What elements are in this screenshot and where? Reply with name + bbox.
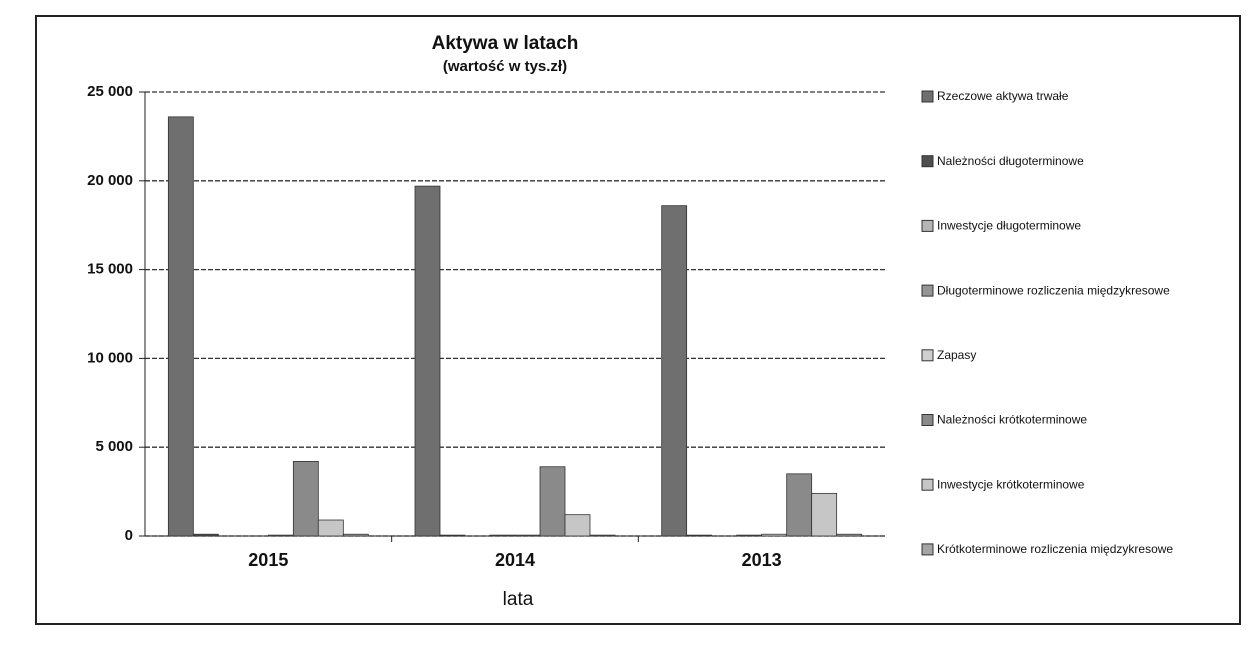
bar: [439, 534, 466, 537]
bar: [317, 519, 344, 537]
bar: [736, 534, 763, 537]
bar: [761, 533, 788, 537]
frame: [35, 15, 1241, 625]
bar: [192, 533, 219, 537]
bar: [342, 533, 369, 537]
bar: [686, 534, 713, 537]
legend-swatch: [921, 543, 934, 556]
legend-label: Należności długoterminowe: [937, 154, 1084, 168]
y-tick-label: 0: [125, 527, 133, 544]
chart-title: Aktywa w latach: [432, 33, 579, 54]
bar: [267, 534, 294, 537]
bar: [786, 473, 813, 537]
x-axis-label: lata: [503, 589, 534, 610]
legend-label: Należności krótkoterminowe: [937, 413, 1087, 427]
legend-swatch: [921, 478, 934, 491]
legend-swatch: [921, 284, 934, 297]
bar: [661, 205, 688, 537]
bar: [292, 461, 319, 537]
bar: [489, 534, 516, 537]
y-tick-label: 10 000: [87, 349, 133, 366]
bar: [414, 185, 441, 537]
y-tick-label: 20 000: [87, 172, 133, 189]
x-tick-label: 2015: [248, 550, 288, 570]
y-tick-label: 15 000: [87, 261, 133, 278]
bar: [564, 514, 591, 537]
y-tick-label: 25 000: [87, 83, 133, 100]
x-tick-label: 2014: [495, 550, 535, 570]
legend-label: Inwestycje długoterminowe: [937, 219, 1081, 233]
bar: [836, 533, 863, 537]
chart-subtitle: (wartość w tys.zł): [443, 58, 567, 75]
x-tick-label: 2013: [742, 550, 782, 570]
legend-swatch: [921, 349, 934, 362]
legend-label: Krótkoterminowe rozliczenia międzykresow…: [937, 542, 1173, 556]
bar: [539, 466, 566, 537]
legend-swatch: [921, 155, 934, 168]
bar: [514, 534, 541, 537]
bar: [811, 492, 838, 537]
legend-label: Zapasy: [937, 348, 976, 362]
legend-swatch: [921, 219, 934, 232]
y-tick-label: 5 000: [95, 438, 133, 455]
bar: [167, 116, 194, 537]
legend-label: Rzeczowe aktywa trwałe: [937, 89, 1069, 103]
legend-swatch: [921, 90, 934, 103]
legend-swatch: [921, 414, 934, 426]
legend-label: Inwestycje krótkoterminowe: [937, 477, 1085, 491]
legend-label: Długoterminowe rozliczenia międzykresowe: [937, 283, 1170, 297]
bar: [589, 534, 616, 537]
